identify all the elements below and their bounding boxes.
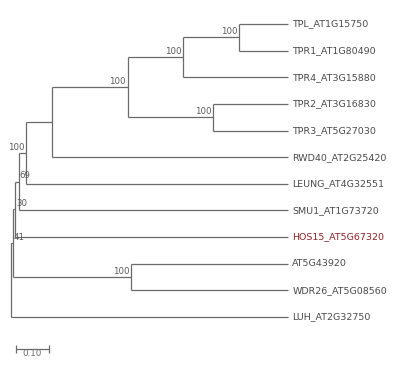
Text: TPL_AT1G15750: TPL_AT1G15750 xyxy=(292,19,368,29)
Text: LEUNG_AT4G32551: LEUNG_AT4G32551 xyxy=(292,179,384,188)
Text: HOS15_AT5G67320: HOS15_AT5G67320 xyxy=(292,233,384,242)
Text: TPR1_AT1G80490: TPR1_AT1G80490 xyxy=(292,46,376,55)
Text: LUH_AT2G32750: LUH_AT2G32750 xyxy=(292,313,371,322)
Text: SMU1_AT1G73720: SMU1_AT1G73720 xyxy=(292,206,379,215)
Text: 0.10: 0.10 xyxy=(23,349,42,358)
Text: 100: 100 xyxy=(109,77,126,86)
Text: TPR4_AT3G15880: TPR4_AT3G15880 xyxy=(292,73,376,82)
Text: 100: 100 xyxy=(195,107,211,116)
Text: 69: 69 xyxy=(19,172,30,181)
Text: AT5G43920: AT5G43920 xyxy=(292,259,347,268)
Text: 30: 30 xyxy=(16,199,27,208)
Text: 100: 100 xyxy=(165,47,182,56)
Text: TPR3_AT5G27030: TPR3_AT5G27030 xyxy=(292,126,376,135)
Text: WDR26_AT5G08560: WDR26_AT5G08560 xyxy=(292,286,387,295)
Text: RWD40_AT2G25420: RWD40_AT2G25420 xyxy=(292,153,387,162)
Text: 41: 41 xyxy=(13,233,24,242)
Text: 100: 100 xyxy=(221,27,238,36)
Text: 100: 100 xyxy=(8,143,24,152)
Text: TPR2_AT3G16830: TPR2_AT3G16830 xyxy=(292,100,376,109)
Text: 100: 100 xyxy=(113,267,129,276)
